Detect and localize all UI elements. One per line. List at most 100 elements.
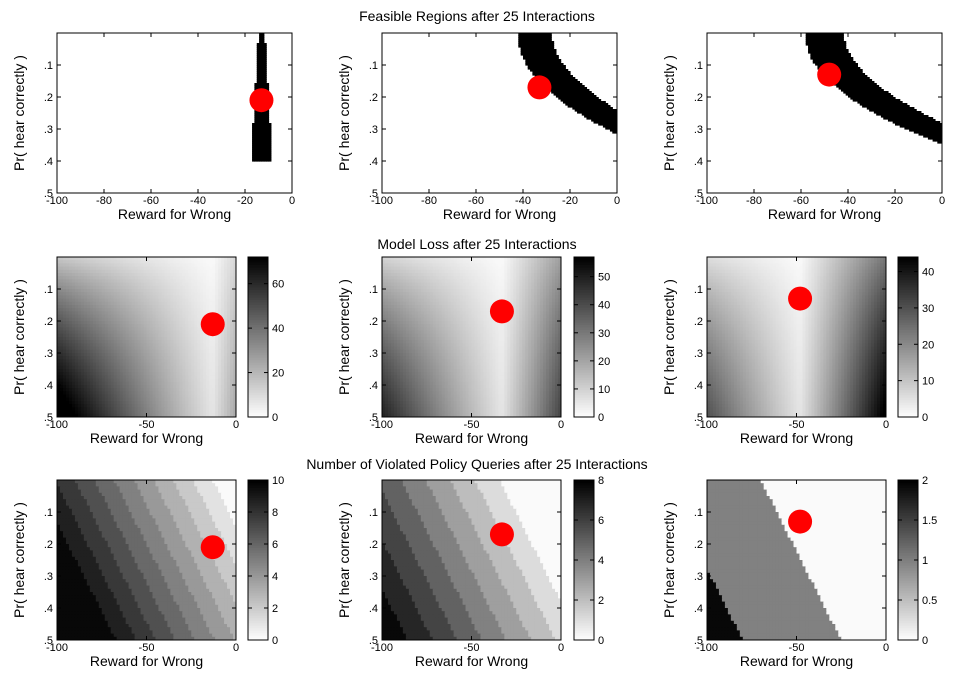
heatmap-cell: [158, 330, 163, 335]
heatmap-cell: [57, 356, 61, 360]
heatmap-cell: [182, 346, 186, 351]
heatmap-cell: [203, 266, 207, 271]
heatmap-cell: [598, 115, 602, 118]
heatmap-cell: [200, 356, 204, 360]
heatmap-cell: [558, 95, 562, 98]
heatmap-cell: [539, 43, 543, 46]
heatmap-cell: [194, 343, 198, 348]
heatmap-cell: [83, 324, 88, 328]
heatmap-cell: [74, 353, 79, 357]
heatmap-cell: [259, 141, 263, 144]
heatmap-cell: [221, 381, 225, 386]
heatmap-cell: [122, 263, 127, 268]
heatmap-cell: [89, 301, 94, 306]
heatmap-cell: [71, 407, 76, 412]
heatmap-cell: [57, 292, 61, 296]
heatmap-cell: [107, 305, 112, 309]
heatmap-cell: [80, 391, 85, 396]
heatmap-cell: [822, 61, 826, 64]
heatmap-cell: [808, 39, 811, 42]
heatmap-cell: [95, 343, 100, 348]
heatmap-cell: [215, 404, 219, 408]
heatmap-cell: [927, 129, 931, 132]
heatmap-cell: [110, 269, 115, 274]
heatmap-cell: [263, 159, 267, 162]
y-tick-label: .1: [694, 60, 703, 72]
heatmap-cell: [62, 314, 67, 319]
heatmap-cell: [179, 279, 183, 284]
heatmap-cell: [77, 394, 82, 399]
heatmap-cell: [161, 378, 165, 383]
heatmap-cell: [194, 385, 198, 389]
heatmap-cell: [134, 333, 139, 338]
heatmap-cell: [920, 123, 924, 126]
heatmap-cell: [57, 391, 61, 396]
heatmap-cell: [595, 111, 599, 114]
heatmap-cell: [104, 317, 109, 322]
heatmap-cell: [855, 71, 858, 74]
heatmap-cell: [259, 155, 263, 158]
heatmap-cell: [116, 269, 121, 274]
heatmap-cell: [128, 359, 133, 364]
heatmap-cell: [176, 359, 180, 364]
heatmap-cell: [227, 372, 231, 376]
heatmap-cell: [146, 388, 151, 392]
heatmap-cell: [197, 397, 201, 402]
heatmap-cell: [128, 324, 133, 328]
heatmap-cell: [817, 45, 821, 48]
heatmap-cell: [98, 356, 103, 360]
heatmap-cell: [836, 49, 840, 52]
heatmap-cell: [254, 85, 258, 88]
heatmap-cell: [185, 372, 189, 376]
heatmap-cell: [873, 87, 877, 90]
heatmap-cell: [553, 63, 557, 66]
heatmap-cell: [215, 292, 219, 296]
heatmap-cell: [86, 404, 91, 408]
heatmap-cell: [593, 103, 597, 106]
heatmap-cell: [815, 33, 819, 36]
heatmap-cell: [233, 257, 236, 261]
heatmap-cell: [899, 105, 903, 108]
heatmap-cell: [155, 292, 160, 296]
heatmap-cell: [116, 372, 121, 376]
heatmap-cell: [137, 263, 142, 268]
heatmap-cell: [840, 77, 844, 80]
heatmap-cell: [883, 99, 887, 102]
heatmap-cell: [152, 301, 157, 306]
heatmap-cell: [843, 65, 847, 68]
heatmap-cell: [116, 289, 121, 293]
heatmap-cell: [548, 49, 552, 52]
heatmap-cell: [140, 369, 145, 373]
heatmap-cell: [107, 273, 112, 277]
heatmap-cell: [548, 45, 552, 48]
heatmap-cell: [125, 346, 130, 351]
heatmap-cell: [57, 337, 61, 341]
heatmap-cell: [65, 359, 70, 364]
heatmap-cell: [125, 301, 130, 306]
heatmap-cell: [143, 289, 148, 293]
heatmap-cell: [59, 295, 64, 300]
heatmap-cell: [149, 340, 154, 344]
heatmap-cell: [131, 269, 136, 274]
heatmap-cell: [101, 273, 106, 277]
heatmap-cell: [215, 276, 219, 280]
heatmap-cell: [188, 349, 192, 354]
heatmap-cell: [869, 81, 873, 84]
heatmap-cell: [77, 388, 82, 392]
heatmap-cell: [206, 340, 210, 344]
heatmap-cell: [916, 121, 920, 124]
heatmap-cell: [859, 79, 863, 82]
heatmap-cell: [62, 391, 67, 396]
heatmap-cell: [268, 143, 272, 146]
heatmap-cell: [143, 266, 148, 271]
heatmap-cell: [869, 79, 873, 82]
heatmap-cell: [871, 89, 875, 92]
heatmap-cell: [565, 69, 569, 72]
heatmap-cell: [149, 346, 154, 351]
heatmap-cell: [119, 378, 124, 383]
heatmap-cell: [233, 353, 236, 357]
heatmap-cell: [252, 125, 255, 128]
heatmap-cell: [206, 333, 210, 338]
heatmap-cell: [80, 257, 85, 261]
heatmap-cell: [553, 75, 557, 78]
